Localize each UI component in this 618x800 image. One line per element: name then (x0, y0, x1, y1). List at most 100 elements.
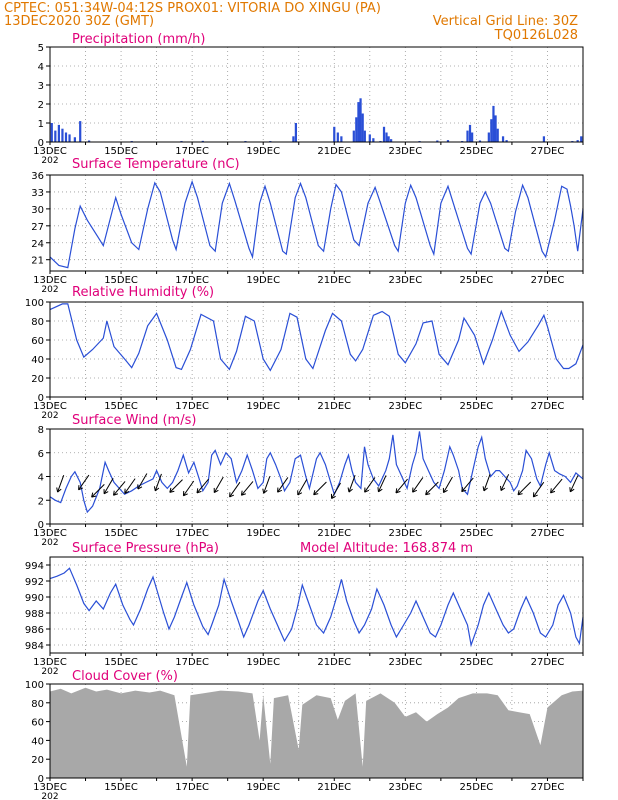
wind-arrow (196, 478, 209, 494)
x-tick-label: 17DEC (175, 275, 209, 286)
series-line (49, 179, 584, 269)
wind-arrow (550, 478, 563, 494)
x-tick-label: 21DEC (317, 657, 351, 668)
x-year-label: 202 (41, 792, 58, 800)
wind-panel: Surface Wind (m/s) 0 2 4 6 8 13DEC 15DEC 17DEC 1… (33, 413, 584, 548)
panel-title: Cloud Cover (%) (72, 669, 178, 684)
y-tick-label: 20 (31, 755, 44, 766)
y-tick-label: 4 (38, 62, 44, 73)
x-tick-label: 23DEC (388, 146, 422, 157)
wind-arrow-head (347, 487, 353, 493)
wind-arrow-shaft (550, 478, 563, 494)
wind-arrow-shaft (57, 474, 65, 493)
y-tick-label: 5 (38, 43, 44, 54)
temperature-panel: Surface Temperature (nC) 21 24 27 30 33 36 13D… (31, 157, 584, 295)
x-tick-label: 21DEC (317, 146, 351, 157)
x-tick-label: 23DEC (388, 275, 422, 286)
x-tick-label: 27DEC (531, 275, 565, 286)
precip-bar (382, 126, 386, 142)
y-tick-label: 988 (25, 609, 44, 620)
y-tick-label: 984 (25, 641, 44, 652)
wind-arrow-shaft (137, 473, 148, 490)
x-tick-label: 25DEC (460, 528, 494, 539)
y-tick-label: 60 (31, 718, 44, 729)
wind-arrow-shaft (124, 478, 136, 494)
precip-bar (57, 124, 60, 142)
x-tick-label: 13DEC (33, 401, 67, 412)
wind-arrow-head (153, 486, 160, 492)
precip-bar (466, 130, 469, 142)
x-tick-label: 17DEC (175, 528, 209, 539)
wind-arrow (377, 475, 387, 493)
precip-bar (494, 115, 497, 142)
wind-arrow (569, 475, 579, 493)
precip-bar (357, 102, 360, 142)
wind-arrow (56, 474, 65, 493)
wind-arrow-head (313, 490, 319, 496)
x-tick-label: 13DEC (33, 782, 67, 793)
cloud-cover-panel: Cloud Cover (%) 0 20 40 60 80 100 13DEC 15DEC 17… (25, 669, 584, 800)
x-tick-label: 27DEC (531, 146, 565, 157)
wind-arrow-head (124, 488, 130, 494)
precip-bar (201, 140, 204, 142)
wind-arrow (364, 477, 376, 493)
wind-arrow-head (229, 492, 235, 498)
wind-arrow-shaft (241, 481, 254, 496)
wind-arrow (425, 481, 439, 496)
wind-arrow-shaft (533, 481, 545, 498)
wind-arrow-shaft (113, 481, 126, 496)
wind-arrow (412, 477, 424, 493)
panel-frame (49, 174, 584, 272)
x-tick-label: 19DEC (246, 146, 280, 157)
x-year-label: 202 (41, 667, 58, 677)
x-tick-label: 13DEC (33, 528, 67, 539)
wind-arrow (347, 474, 356, 493)
panel-title: Surface Temperature (nC) (72, 157, 240, 172)
wind-arrow-shaft (91, 484, 105, 498)
panel-title: Surface Pressure (hPa) (72, 541, 219, 556)
wind-arrow-shaft (483, 473, 491, 492)
y-tick-label: 0 (38, 393, 44, 404)
wind-arrow (532, 481, 545, 498)
wind-arrow-shaft (103, 477, 114, 495)
precip-bar (87, 140, 91, 142)
x-tick-label: 21DEC (317, 275, 351, 286)
precip-bar (363, 130, 366, 142)
wind-arrow-head (103, 489, 109, 495)
precip-bar (292, 136, 295, 142)
precip-bar (50, 123, 53, 142)
wind-arrow-shaft (377, 475, 387, 492)
wind-arrow-head (196, 488, 202, 494)
y-tick-label: 3 (38, 81, 44, 92)
panel-title: Relative Humidity (%) (72, 285, 214, 300)
wind-arrow-shaft (169, 479, 183, 493)
precip-bar (490, 119, 493, 142)
precip-bar (385, 132, 388, 142)
y-tick-label: 40 (31, 736, 44, 747)
y-tick-label: 992 (25, 577, 44, 588)
wind-arrow-head (91, 492, 97, 498)
precip-bar (73, 137, 76, 142)
series-line (49, 303, 584, 372)
wind-arrow-shaft (213, 476, 224, 493)
header-grid-line: Vertical Grid Line: 30Z (433, 14, 578, 29)
precip-bar (487, 132, 490, 142)
wind-arrow-head (169, 487, 175, 493)
y-tick-label: 27 (31, 222, 44, 233)
precip-bar (576, 140, 579, 142)
precip-bar (372, 138, 375, 142)
x-tick-label: 19DEC (246, 782, 280, 793)
panel-frame (49, 301, 584, 398)
x-tick-label: 23DEC (388, 528, 422, 539)
y-tick-label: 80 (31, 317, 44, 328)
precip-bar (54, 130, 57, 142)
x-tick-label: 13DEC (33, 657, 67, 668)
cloud-cover-area (50, 687, 583, 778)
wind-arrow (500, 474, 510, 492)
x-tick-label: 17DEC (175, 657, 209, 668)
wind-arrow (229, 481, 241, 498)
precip-bar (368, 134, 371, 142)
y-tick-label: 80 (31, 699, 44, 710)
x-tick-label: 15DEC (104, 401, 138, 412)
precip-bar (333, 126, 336, 142)
